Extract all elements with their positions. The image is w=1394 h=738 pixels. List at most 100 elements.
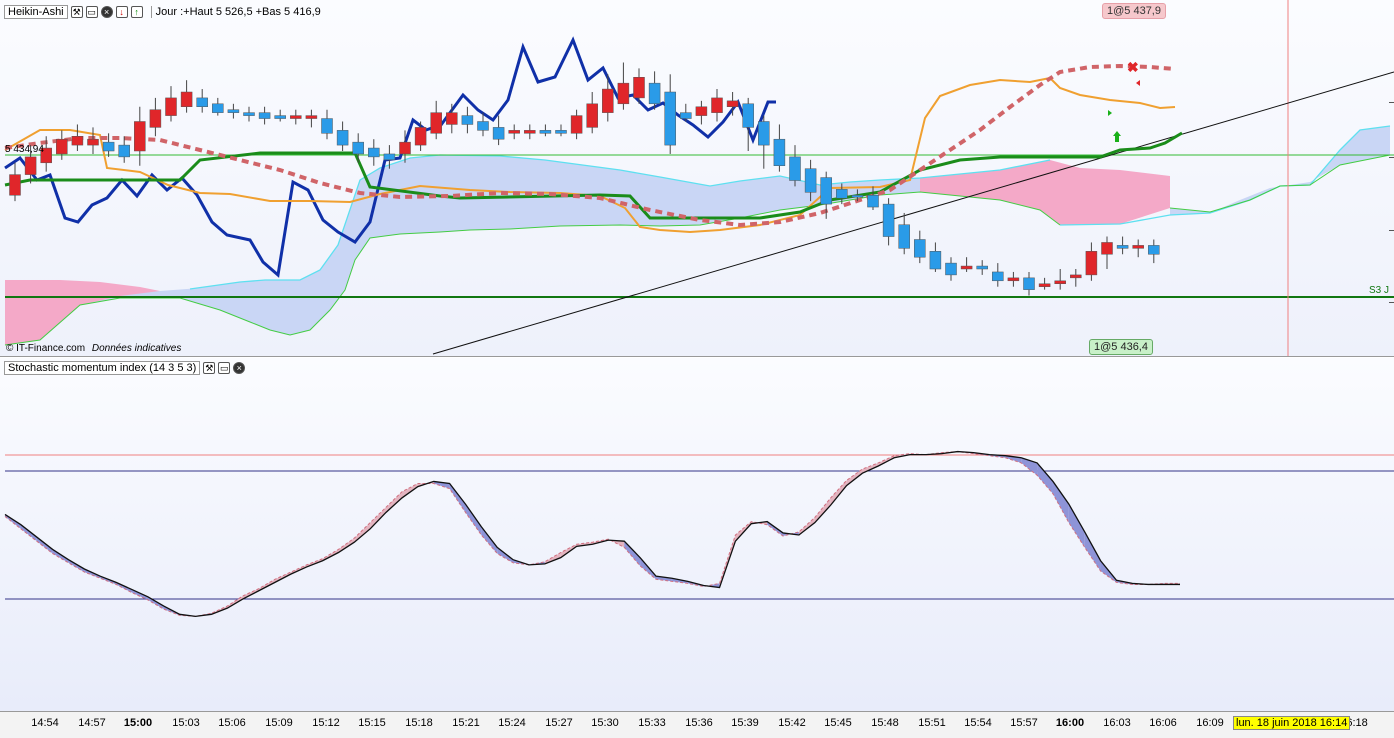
x-axis-label: 15:00 [123, 717, 153, 729]
price-axis-ticks [1389, 0, 1394, 356]
smi-fill-bull [132, 589, 148, 600]
x-axis-label: 15:12 [312, 717, 340, 729]
copyright-text: © IT-Finance.com Données indicatives [6, 343, 181, 354]
x-axis-label: 15:48 [871, 717, 899, 729]
candle-up [929, 251, 942, 270]
smi-fill-bear [862, 462, 879, 474]
candle-down [71, 136, 84, 146]
x-axis [0, 711, 1394, 738]
candle-up [383, 153, 396, 161]
smi-chart-svg [4, 450, 1394, 618]
smi-fill-bear [814, 497, 831, 523]
candle-up [555, 130, 567, 134]
candle-up [492, 127, 505, 140]
candle-down [695, 106, 708, 116]
x-axis-label: 15:42 [778, 717, 806, 729]
move-down-icon[interactable]: ↓ [115, 5, 128, 18]
x-axis-label: 15:36 [685, 717, 713, 729]
x-axis-label: 15:24 [498, 717, 526, 729]
move-up-icon[interactable]: ↑ [130, 5, 143, 18]
x-axis-label: 15:39 [731, 717, 759, 729]
candle-down [711, 97, 723, 113]
smi-fill-bull [68, 559, 85, 573]
smi-fill-bear [338, 538, 355, 553]
smi-fill-bull [1084, 531, 1101, 572]
smi-fill-bull [1052, 481, 1069, 523]
candle-up [539, 130, 552, 134]
candle-down [1007, 277, 1020, 282]
smi-fill-bull [1037, 462, 1053, 494]
window-icon[interactable]: ▭ [85, 5, 98, 18]
candle-up [773, 138, 786, 166]
smi-signal-line [4, 451, 1180, 617]
candle-up [102, 141, 115, 152]
candle-down [399, 141, 411, 155]
smi-fill-bear [798, 517, 815, 535]
smi-fill-layer [5, 451, 1180, 617]
candle-up [368, 147, 380, 158]
senkou-b-line-right [1169, 154, 1391, 213]
candle-down [40, 147, 52, 164]
candle-up [227, 109, 240, 113]
candle-up [851, 195, 864, 198]
x-axis-label: 16:09 [1196, 717, 1224, 729]
candle-down [726, 100, 739, 107]
candle-up [1023, 277, 1035, 290]
candle-up [321, 118, 333, 134]
upper-panel-header: Heikin-Ashi ⚒ ▭ × ↓ ↑ Jour :+Haut 5 526,… [4, 3, 321, 20]
candle-up [914, 239, 926, 258]
smi-fill-bull [147, 596, 164, 610]
x-axis-label: 16:06 [1149, 717, 1177, 729]
upper-panel-info: Jour :+Haut 5 526,5 +Bas 5 416,9 [150, 5, 321, 18]
x-axis-label: 15:54 [964, 717, 992, 729]
left-value-label: 5 434,94 [5, 144, 44, 155]
candle-up [1148, 245, 1160, 255]
candle-down [1070, 274, 1082, 279]
lower-panel-title: Stochastic momentum index (14 3 5 3) [4, 360, 201, 375]
smi-fill-bull [20, 524, 37, 542]
candle-down [1054, 280, 1066, 284]
smi-fill-bull [465, 504, 482, 535]
candle-down [134, 121, 146, 152]
close-icon[interactable]: × [233, 361, 246, 374]
smi-fill-bear [370, 507, 387, 529]
disclaimer-label: Données indicatives [91, 343, 182, 354]
candle-up [820, 177, 832, 205]
x-axis-label: 14:54 [31, 717, 59, 729]
candle-up [976, 265, 988, 270]
price-tick [1389, 157, 1394, 158]
lower-panel[interactable] [0, 358, 1394, 711]
candle-down [570, 115, 583, 134]
price-tag-top: 1@5 437,9 [1102, 3, 1166, 19]
window-icon[interactable]: ▭ [218, 361, 231, 374]
candle-down [414, 127, 427, 146]
smi-fill-bull [513, 559, 529, 565]
candle-up [804, 168, 817, 193]
candle-down [1101, 242, 1113, 255]
flag-marker-green [1108, 110, 1112, 116]
candle-up [882, 203, 895, 237]
price-tick [1389, 230, 1394, 231]
candle-down [56, 138, 68, 155]
x-axis-label: 15:09 [265, 717, 293, 729]
cloud-bull-area [5, 155, 920, 345]
smi-fill-bear [830, 480, 847, 506]
x-axis-label: 15:18 [405, 717, 433, 729]
wrench-icon[interactable]: ⚒ [203, 361, 216, 374]
candle-down [1132, 245, 1144, 249]
candle-up [243, 112, 255, 116]
flag-marker-red [1136, 80, 1140, 86]
candle-down [1085, 251, 1098, 276]
candle-down [1038, 283, 1051, 287]
candle-up [758, 121, 770, 146]
close-icon[interactable]: × [100, 5, 113, 18]
kijun-line [4, 131, 1183, 220]
cloud-bear-area [920, 160, 1170, 225]
candle-up [336, 130, 349, 146]
wrench-icon[interactable]: ⚒ [70, 5, 83, 18]
senkou-a-line [189, 154, 1051, 290]
candle-down [960, 265, 973, 270]
x-axis-label: 15:15 [358, 717, 386, 729]
candle-down [87, 138, 99, 146]
candle-up [196, 97, 208, 108]
